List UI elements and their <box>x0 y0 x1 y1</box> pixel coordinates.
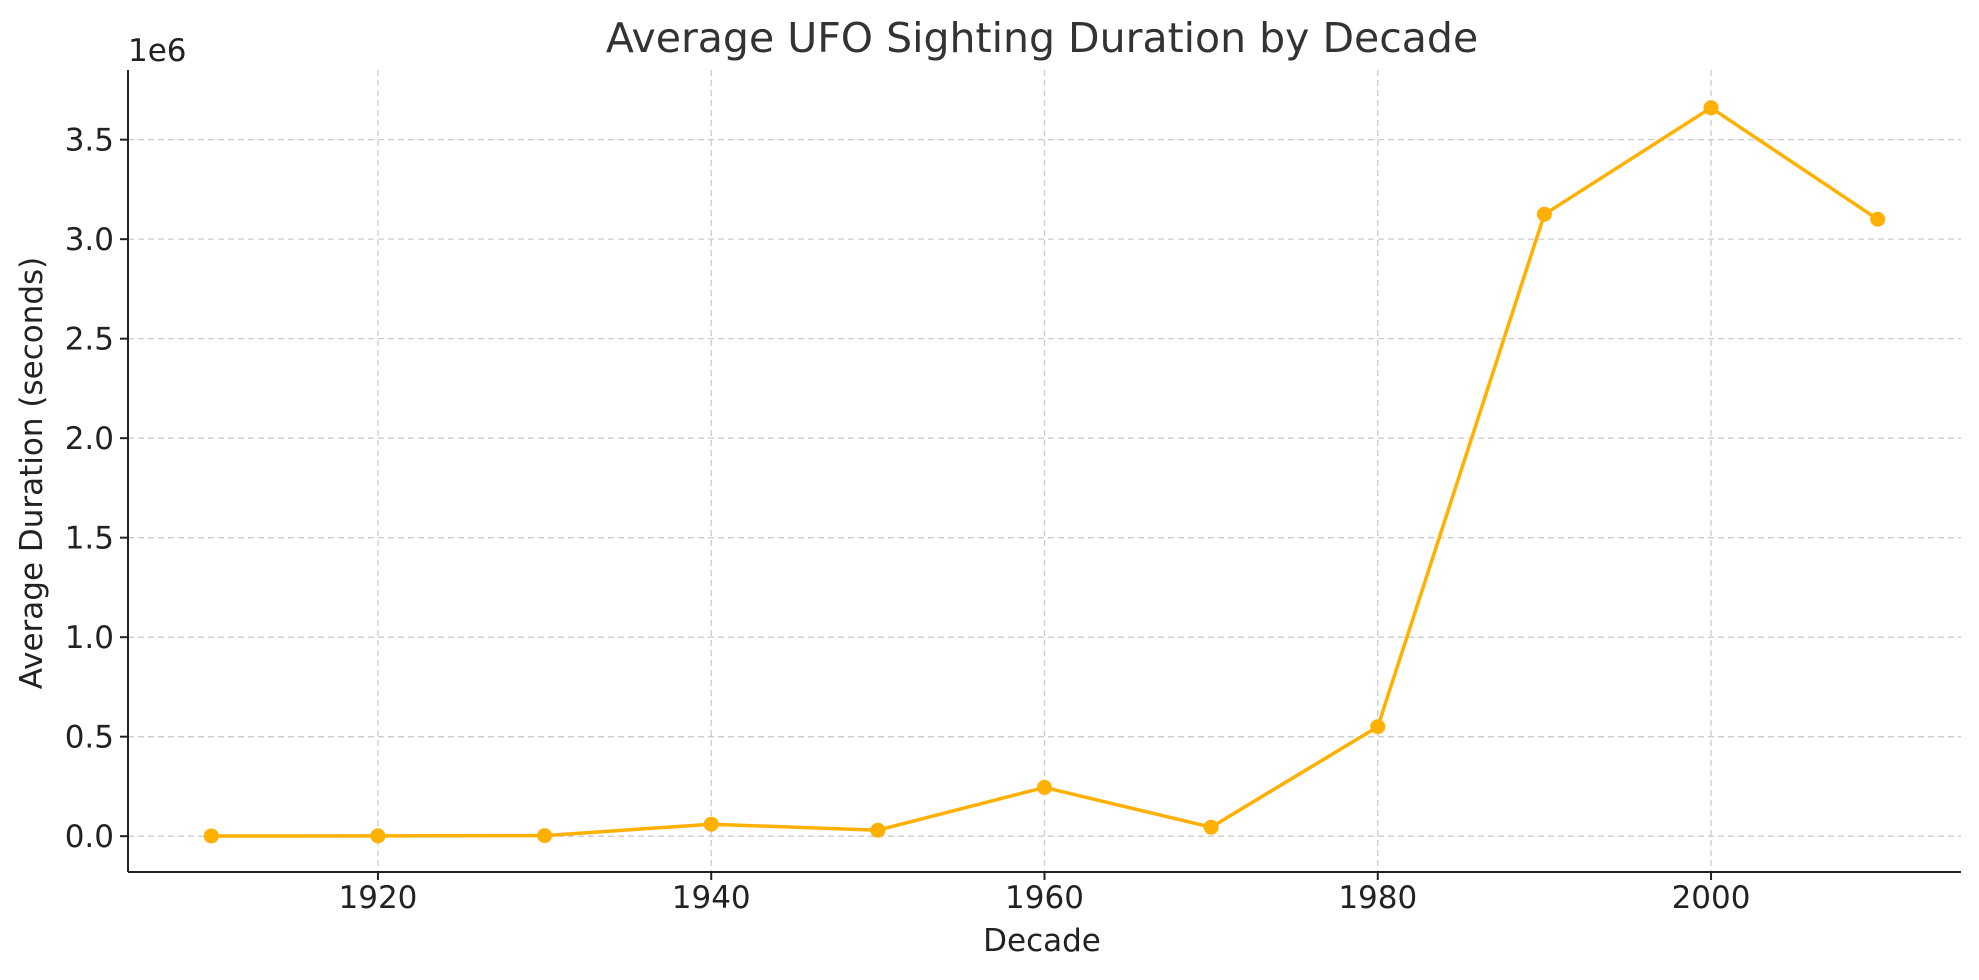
x-axis-ticks: 1920 1940 1960 1980 2000 <box>339 872 1751 916</box>
y-axis-offset-label: 1e6 <box>128 33 187 69</box>
x-tick-label: 1960 <box>1005 880 1084 916</box>
y-tick-label: 3.0 <box>65 222 114 258</box>
data-point <box>870 822 886 838</box>
data-point <box>703 816 719 832</box>
y-tick-label: 0.0 <box>65 819 114 855</box>
x-tick-label: 2000 <box>1672 880 1751 916</box>
x-axis-label: Decade <box>983 923 1101 959</box>
data-point <box>1536 206 1552 222</box>
data-point <box>203 828 219 844</box>
y-axis-label: Average Duration (seconds) <box>14 257 50 690</box>
series <box>203 100 1886 844</box>
y-tick-label: 3.5 <box>65 123 114 159</box>
y-tick-label: 1.5 <box>65 521 114 557</box>
y-tick-label: 0.5 <box>65 720 114 756</box>
x-tick-label: 1920 <box>339 880 418 916</box>
data-point <box>1870 211 1886 227</box>
data-point <box>537 828 553 844</box>
data-point <box>1703 100 1719 116</box>
data-point <box>1037 779 1052 795</box>
data-point <box>1203 819 1219 835</box>
x-tick-label: 1980 <box>1338 880 1417 916</box>
x-tick-label: 1940 <box>672 880 751 916</box>
data-point <box>370 828 386 844</box>
data-point <box>1370 719 1386 735</box>
y-tick-label: 1.0 <box>65 620 114 656</box>
y-tick-label: 2.0 <box>65 421 114 457</box>
grid <box>128 70 1961 872</box>
chart-title: Average UFO Sighting Duration by Decade <box>606 14 1478 62</box>
y-tick-label: 2.5 <box>65 322 114 358</box>
y-axis-ticks: 0.0 0.5 1.0 1.5 2.0 2.5 3.0 3.5 <box>65 123 128 855</box>
